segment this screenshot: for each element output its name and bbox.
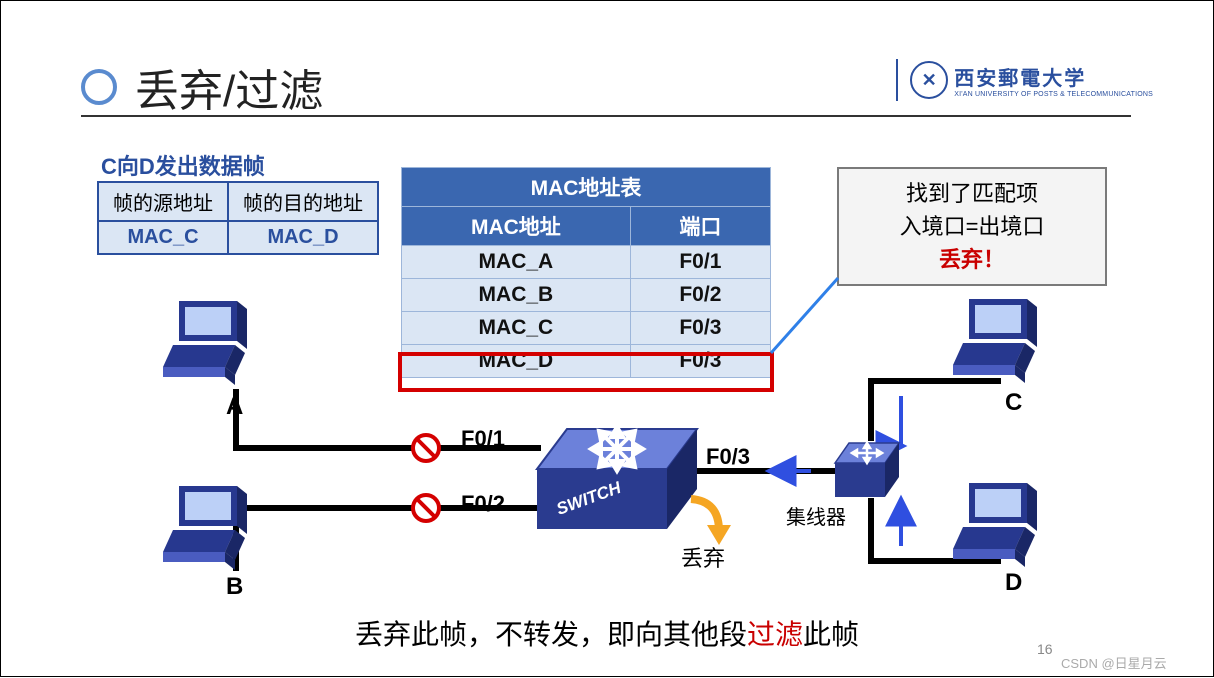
node-d-label: D [1005,569,1022,597]
pc-icon [953,483,1037,567]
watermark: CSDN @日星月云 [1061,653,1167,672]
frame-val-dst: MAC_D [228,221,378,254]
discard-label: 丢弃 [681,541,725,573]
pc-icon [953,299,1037,383]
frame-hdr-dst: 帧的目的地址 [228,182,378,221]
callout-line1: 找到了匹配项 [857,177,1087,210]
callout-line3: 丢弃！ [857,243,1087,276]
title-underline [81,115,1131,117]
callout-line2: 入境口=出境口 [857,210,1087,243]
port-f02: F0/2 [461,491,505,517]
switch-icon: SWITCH [537,427,697,529]
mac-hdr-port: 端口 [630,207,770,246]
node-c-label: C [1005,389,1022,417]
table-row: MAC_BF0/2 [402,279,771,312]
logo-circle-icon: ✕ [910,61,948,99]
discard-arrow-icon [691,499,731,545]
pc-icon [163,301,247,385]
table-row: MAC_DF0/3 [402,345,771,378]
hub-icon [835,443,899,497]
footer-text: 丢弃此帧，不转发，即向其他段过滤此帧 [1,613,1213,653]
mac-hdr-addr: MAC地址 [402,207,631,246]
frame-sent-title: C向D发出数据帧 [101,149,265,181]
mac-address-table: MAC地址表 MAC地址 端口 MAC_AF0/1 MAC_BF0/2 MAC_… [401,167,771,378]
node-a-label: A [226,393,243,421]
switch-label: SWITCH [554,478,624,519]
frame-val-src: MAC_C [98,221,228,254]
page-title: 丢弃/过滤 [135,55,323,119]
node-b-label: B [226,573,243,601]
mac-title: MAC地址表 [402,168,771,207]
logo-en: XI'AN UNIVERSITY OF POSTS & TELECOMMUNIC… [954,91,1153,98]
no-entry-icon [413,495,439,521]
table-row: MAC_CF0/3 [402,312,771,345]
title-bullet [81,69,117,105]
callout-box: 找到了匹配项 入境口=出境口 丢弃！ [837,167,1107,286]
no-entry-icon [413,435,439,461]
university-logo: ✕ 西安郵電大学 XI'AN UNIVERSITY OF POSTS & TEL… [896,59,1153,101]
frame-sent-table: 帧的源地址 帧的目的地址 MAC_C MAC_D [97,181,379,255]
logo-cn: 西安郵電大学 [954,62,1153,91]
hub-label: 集线器 [786,501,846,530]
pc-icon [163,486,247,570]
frame-hdr-src: 帧的源地址 [98,182,228,221]
port-f01: F0/1 [461,426,505,452]
table-row: MAC_AF0/1 [402,246,771,279]
port-f03: F0/3 [706,444,750,470]
page-number: 16 [1037,641,1053,657]
